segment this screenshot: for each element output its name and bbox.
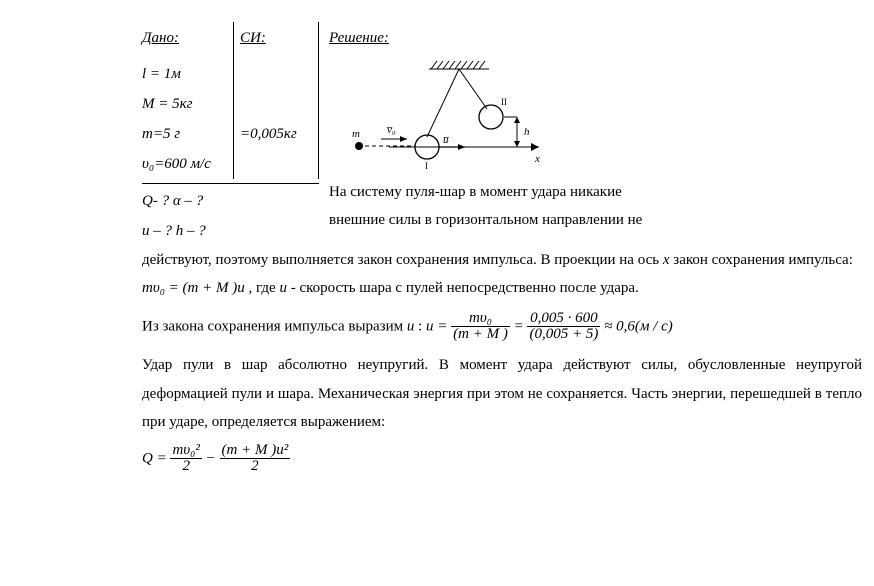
si-header: СИ: [240,24,312,53]
p1-a: На систему пуля-шар в момент удара никак… [329,178,862,207]
given-M: M = 5кг [142,89,227,119]
p1-b: внешние силы в горизонтальном направлени… [329,206,862,235]
given-m: m=5 г [142,119,227,149]
svg-text:II: II [501,97,507,107]
p1-c: действуют, поэтому выполняется закон сох… [142,246,862,275]
svg-text:x: x [534,153,540,165]
pendulum-diagram: m v̅₀ u̅ h x II I [329,59,549,174]
eq2: Из закона сохранения импульса выразим u … [142,311,862,344]
find-line1: Q- ? α – ? [142,186,319,216]
svg-text:v̅₀: v̅₀ [386,124,396,136]
svg-text:h: h [524,126,530,138]
p3: Удар пули в шар абсолютно неупругий. В м… [142,351,862,437]
eq1: mυ₀ = (m + M )u , где u - скорость шара … [142,274,862,303]
given-v0: υ₀=600 м/с [142,149,227,179]
solution-header: Решение: [329,24,862,53]
svg-text:u̅: u̅ [443,134,450,146]
svg-text:I: I [425,161,428,171]
svg-text:m: m [352,128,360,140]
find-line2: u – ? h – ? [142,216,319,246]
eqQ: Q = mυ₀² 2 − (m + M )u² 2 [142,443,862,476]
si-m: =0,005кг [240,119,312,149]
given-header: Дано: [142,24,227,53]
given-l: l = 1м [142,59,227,89]
